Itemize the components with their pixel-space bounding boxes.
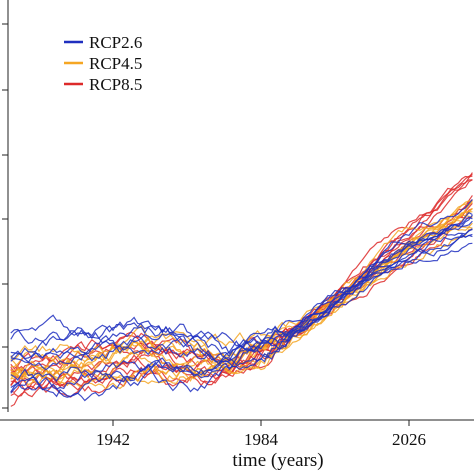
series-line-rcp26-4 — [10, 229, 473, 393]
y-axis-ticks — [2, 23, 8, 409]
series-line-rcp26-6 — [10, 216, 473, 364]
series-line-rcp45-2 — [10, 200, 473, 386]
x-axis-ticks: 1942198420262068 — [96, 420, 426, 449]
x-tick-label-2026: 2026 — [392, 430, 426, 449]
x-tick-label-1984: 1984 — [244, 430, 279, 449]
axes: 1942198420262068 — [0, 0, 474, 449]
plot-lines — [10, 172, 473, 407]
legend-label-rcp45: RCP4.5 — [89, 54, 142, 73]
series-line-rcp45-9 — [10, 208, 473, 380]
series-line-rcp26-0 — [10, 214, 473, 371]
x-axis-title: time (years) — [232, 450, 323, 471]
series-line-rcp85-6 — [10, 172, 473, 394]
x-tick-label-1942: 1942 — [96, 430, 130, 449]
series-line-rcp45-6 — [10, 208, 473, 361]
legend-label-rcp85: RCP8.5 — [89, 75, 142, 94]
series-line-rcp85-2 — [10, 179, 473, 385]
series-line-rcp26-8 — [10, 242, 473, 355]
series-line-rcp26-3 — [10, 199, 473, 402]
legend-label-rcp26: RCP2.6 — [89, 33, 142, 52]
series-line-rcp26-9 — [10, 220, 473, 365]
legend: RCP2.6 RCP4.5 RCP8.5 — [64, 33, 142, 94]
